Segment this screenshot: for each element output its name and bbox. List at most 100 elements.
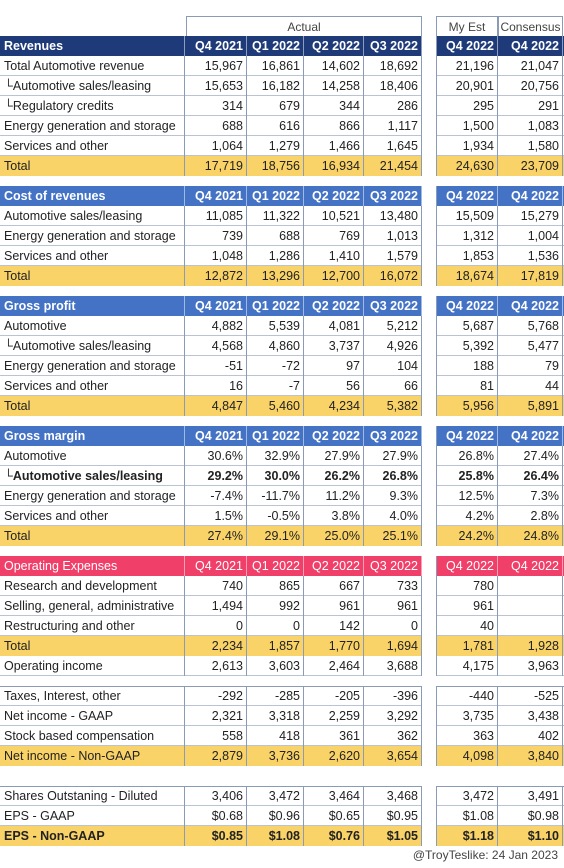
total-row: Total 4,847 5,460 4,234 5,382 5,956 5,891 <box>0 396 564 416</box>
row-label: Automotive <box>0 446 185 466</box>
column-header: Q1 2022 <box>247 296 304 316</box>
value-cell: 3,472 <box>436 786 498 806</box>
value-cell: 4.0% <box>364 506 422 526</box>
column-gap <box>422 376 436 396</box>
value-cell: 21,047 <box>498 56 563 76</box>
section-header-cost: Cost of revenues Q4 2021 Q1 2022 Q2 2022 Q3 … <box>0 186 564 206</box>
value-cell: 29.1% <box>247 526 304 546</box>
row-label: Taxes, Interest, other <box>0 686 185 706</box>
value-cell: 25.0% <box>304 526 364 546</box>
value-cell: 20,901 <box>436 76 498 96</box>
value-cell: 26.8% <box>364 466 422 486</box>
value-cell: $0.96 <box>247 806 304 826</box>
value-cell: 314 <box>186 96 247 116</box>
row-label: Automotive sales/leasing <box>0 206 185 226</box>
column-gap <box>422 526 436 546</box>
value-cell: 15,653 <box>186 76 247 96</box>
row-label: Services and other <box>0 246 185 266</box>
group-label-consensus: Consensus <box>498 16 563 36</box>
column-header: Q4 2022 <box>498 186 563 206</box>
table-row: Energy generation and storage -7.4% -11.7%… <box>0 486 564 506</box>
row-label: EPS - GAAP <box>0 806 185 826</box>
value-cell: 11.2% <box>304 486 364 506</box>
row-label: Services and other <box>0 136 185 156</box>
column-header: Q2 2022 <box>304 36 364 56</box>
table-row: Services and other 1,048 1,286 1,410 1,579 1,… <box>0 246 564 266</box>
value-cell: 362 <box>364 726 422 746</box>
column-header: Q2 2022 <box>304 556 364 576</box>
column-header: Q3 2022 <box>364 296 422 316</box>
value-cell: 4,098 <box>436 746 498 766</box>
column-gap <box>422 426 436 446</box>
value-cell: 3,491 <box>498 786 563 806</box>
column-gap <box>422 136 436 156</box>
value-cell: 1,048 <box>186 246 247 266</box>
column-gap <box>422 96 436 116</box>
value-cell: 2,620 <box>304 746 364 766</box>
value-cell: 30.6% <box>186 446 247 466</box>
table-row: Stock based compensation 558 418 361 362 363 4… <box>0 726 564 746</box>
column-gap <box>422 506 436 526</box>
value-cell: 616 <box>247 116 304 136</box>
row-label: └Automotive sales/leasing <box>0 76 185 96</box>
value-cell: 1,286 <box>247 246 304 266</box>
value-cell: 5,891 <box>498 396 563 416</box>
value-cell: 3,688 <box>364 656 422 676</box>
value-cell: 3,292 <box>364 706 422 726</box>
column-gap <box>422 616 436 636</box>
value-cell: 5,768 <box>498 316 563 336</box>
value-cell: 1,580 <box>498 136 563 156</box>
value-cell: 1,312 <box>436 226 498 246</box>
value-cell: 1,466 <box>304 136 364 156</box>
section-header-opex: Operating Expenses Q4 2021 Q1 2022 Q2 2022 Q… <box>0 556 564 576</box>
value-cell: 1,694 <box>364 636 422 656</box>
value-cell: 16 <box>186 376 247 396</box>
column-header: Q4 2022 <box>436 296 498 316</box>
value-cell: 865 <box>247 576 304 596</box>
value-cell: 1,410 <box>304 246 364 266</box>
column-gap <box>422 806 436 826</box>
row-label: └Automotive sales/leasing <box>0 336 185 356</box>
value-cell: 3,464 <box>304 786 364 806</box>
table-row: └Automotive sales/leasing 4,568 4,860 3,737… <box>0 336 564 356</box>
value-cell: 20,756 <box>498 76 563 96</box>
group-label-my-est: My Est <box>436 16 498 36</box>
total-row: Total 17,719 18,756 16,934 21,454 24,630 23,70… <box>0 156 564 176</box>
column-gap <box>422 316 436 336</box>
value-cell: 27.9% <box>364 446 422 466</box>
value-cell: 402 <box>498 726 563 746</box>
column-header: Q4 2021 <box>186 556 247 576</box>
value-cell: 5,212 <box>364 316 422 336</box>
value-cell: 12,700 <box>304 266 364 286</box>
column-gap <box>422 156 436 176</box>
row-label: Total <box>0 156 185 176</box>
column-gap <box>422 746 436 766</box>
value-cell: -205 <box>304 686 364 706</box>
value-cell: 16,861 <box>247 56 304 76</box>
value-cell: 2,234 <box>186 636 247 656</box>
value-cell: 12.5% <box>436 486 498 506</box>
column-header: Q4 2022 <box>436 186 498 206</box>
section-divider <box>0 686 564 687</box>
value-cell: 688 <box>186 116 247 136</box>
value-cell: 18,692 <box>364 56 422 76</box>
value-cell: $0.95 <box>364 806 422 826</box>
value-cell: 2,879 <box>186 746 247 766</box>
value-cell: 1,004 <box>498 226 563 246</box>
column-gap <box>422 246 436 266</box>
value-cell: -0.5% <box>247 506 304 526</box>
column-gap <box>422 446 436 466</box>
row-label: └Regulatory credits <box>0 96 185 116</box>
value-cell: -7 <box>247 376 304 396</box>
value-cell: 3,468 <box>364 786 422 806</box>
row-label: Restructuring and other <box>0 616 185 636</box>
value-cell: 5,477 <box>498 336 563 356</box>
table-row: Energy generation and storage -51 -72 97 104… <box>0 356 564 376</box>
value-cell: 2,259 <box>304 706 364 726</box>
column-gap <box>422 116 436 136</box>
value-cell: $1.10 <box>498 826 563 846</box>
column-gap <box>422 826 436 846</box>
row-label: Stock based compensation <box>0 726 185 746</box>
value-cell: 291 <box>498 96 563 116</box>
value-cell: 3,840 <box>498 746 563 766</box>
